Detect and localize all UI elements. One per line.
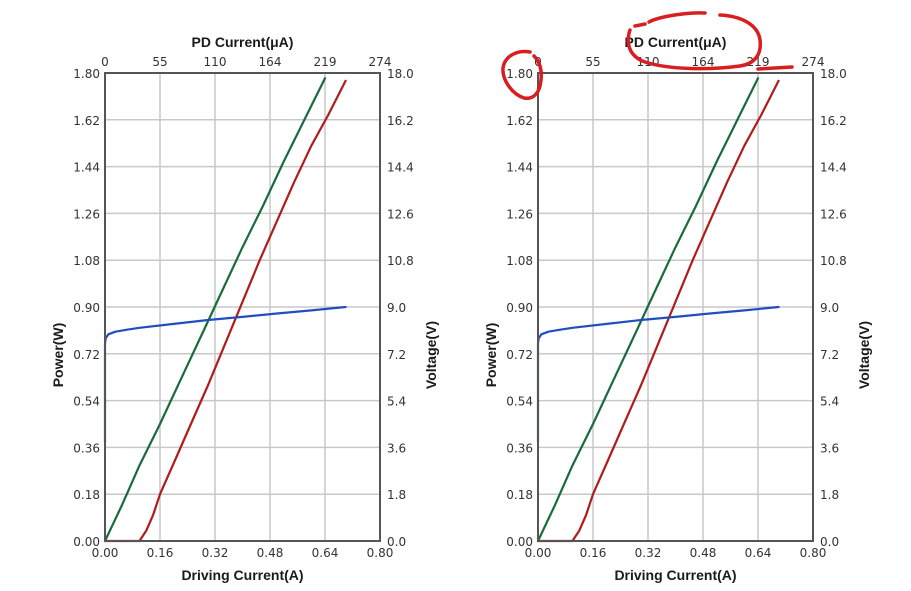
x-tick-label: 0.16 [147,546,174,560]
x-tick-label: 0.32 [635,546,662,560]
x-axis-title: Driving Current(A) [614,567,736,583]
y2-tick-label: 16.2 [820,114,847,128]
y-tick-label: 0.54 [73,395,100,409]
y2-tick-label: 12.6 [820,207,847,221]
x2-tick-label: 219 [314,55,337,69]
y2-tick-label: 1.8 [387,488,406,502]
y-tick-label: 0.54 [506,395,533,409]
y2-tick-label: 10.8 [387,254,414,268]
y2-tick-label: 1.8 [820,488,839,502]
y2-tick-label: 18.0 [387,67,414,81]
y-axis-title: Power(W) [50,323,66,388]
x-tick-label: 0.16 [580,546,607,560]
y-tick-label: 0.72 [73,348,100,362]
left-chart: 0.00 0.16 0.32 0.48 0.64 0.80 0 55 110 164 219 274 0… [50,34,439,583]
y2-tick-label: 0.0 [387,535,406,549]
top-x-axis-title: PD Current(μA) [625,34,727,50]
series-pd-current-line [103,77,327,543]
y2-tick-label: 10.8 [820,254,847,268]
y-tick-label: 1.44 [506,161,533,175]
y-tick-label: 1.44 [73,161,100,175]
y-tick-label: 1.08 [73,254,100,268]
x-tick-label: 0.80 [367,546,394,560]
x2-tick-label: 0 [101,55,109,69]
x-tick-label: 0.64 [312,546,339,560]
x2-tick-label: 274 [802,55,825,69]
x-axis-title: Driving Current(A) [181,567,303,583]
x-tick-label: 0.32 [202,546,229,560]
y2-tick-label: 14.4 [387,161,414,175]
y-tick-label: 1.08 [506,254,533,268]
y2-axis-title: Voltage(V) [423,321,439,389]
y-tick-label: 0.00 [73,535,100,549]
y-tick-label: 0.36 [73,441,100,455]
x-tick-label: 0.48 [690,546,717,560]
x2-tick-label: 274 [369,55,392,69]
y2-tick-label: 3.6 [820,441,839,455]
x2-tick-label: 164 [259,55,282,69]
y-tick-label: 1.26 [73,207,100,221]
y2-tick-label: 5.4 [820,395,839,409]
x-tick-label: 0.80 [800,546,827,560]
x-tick-label: 0.00 [525,546,552,560]
series-power-line [536,79,780,543]
series-voltage-line [536,305,780,444]
series-pd-current-line [536,77,760,543]
y2-axis-title: Voltage(V) [856,321,872,389]
top-x-axis-title: PD Current(μA) [192,34,294,50]
series-voltage-line [103,305,347,444]
x-tick-label: 0.64 [745,546,772,560]
y-axis-title: Power(W) [483,323,499,388]
series-power-line [103,79,347,543]
red-annotations [501,11,794,101]
y-tick-label: 1.26 [506,207,533,221]
plot-frame [537,72,814,542]
y2-tick-label: 16.2 [387,114,414,128]
y-tick-label: 0.90 [73,301,100,315]
y2-tick-label: 3.6 [387,441,406,455]
y-tick-label: 1.80 [506,67,533,81]
y2-tick-label: 5.4 [387,395,406,409]
x2-tick-label: 110 [204,55,227,69]
x2-tick-label: 55 [585,55,600,69]
y2-tick-label: 12.6 [387,207,414,221]
y2-tick-label: 7.2 [387,348,406,362]
annotation-underline-219 [756,65,794,71]
y-tick-label: 0.90 [506,301,533,315]
x-tick-label: 0.48 [257,546,284,560]
y-tick-label: 0.18 [73,488,100,502]
y2-tick-label: 9.0 [820,301,839,315]
y-tick-label: 0.18 [506,488,533,502]
right-chart: 0.00 0.16 0.32 0.48 0.64 0.800 55 110 164 219 2740… [483,11,872,583]
x-tick-label: 0.00 [92,546,119,560]
y-tick-label: 1.80 [73,67,100,81]
plot-frame [104,72,381,542]
annotation-circle-1-80 [501,49,543,101]
y2-tick-label: 18.0 [820,67,847,81]
y-tick-label: 0.72 [506,348,533,362]
y-tick-label: 0.00 [506,535,533,549]
y2-tick-label: 0.0 [820,535,839,549]
y-tick-label: 1.62 [506,114,533,128]
y-tick-label: 0.36 [506,441,533,455]
x2-tick-label: 164 [692,55,715,69]
x2-tick-label: 55 [152,55,167,69]
y2-tick-label: 9.0 [387,301,406,315]
x2-tick-label: 219 [747,55,770,69]
y2-tick-label: 7.2 [820,348,839,362]
y-tick-label: 1.62 [73,114,100,128]
annotation-circle-pd-current-title [626,11,763,71]
y2-tick-label: 14.4 [820,161,847,175]
